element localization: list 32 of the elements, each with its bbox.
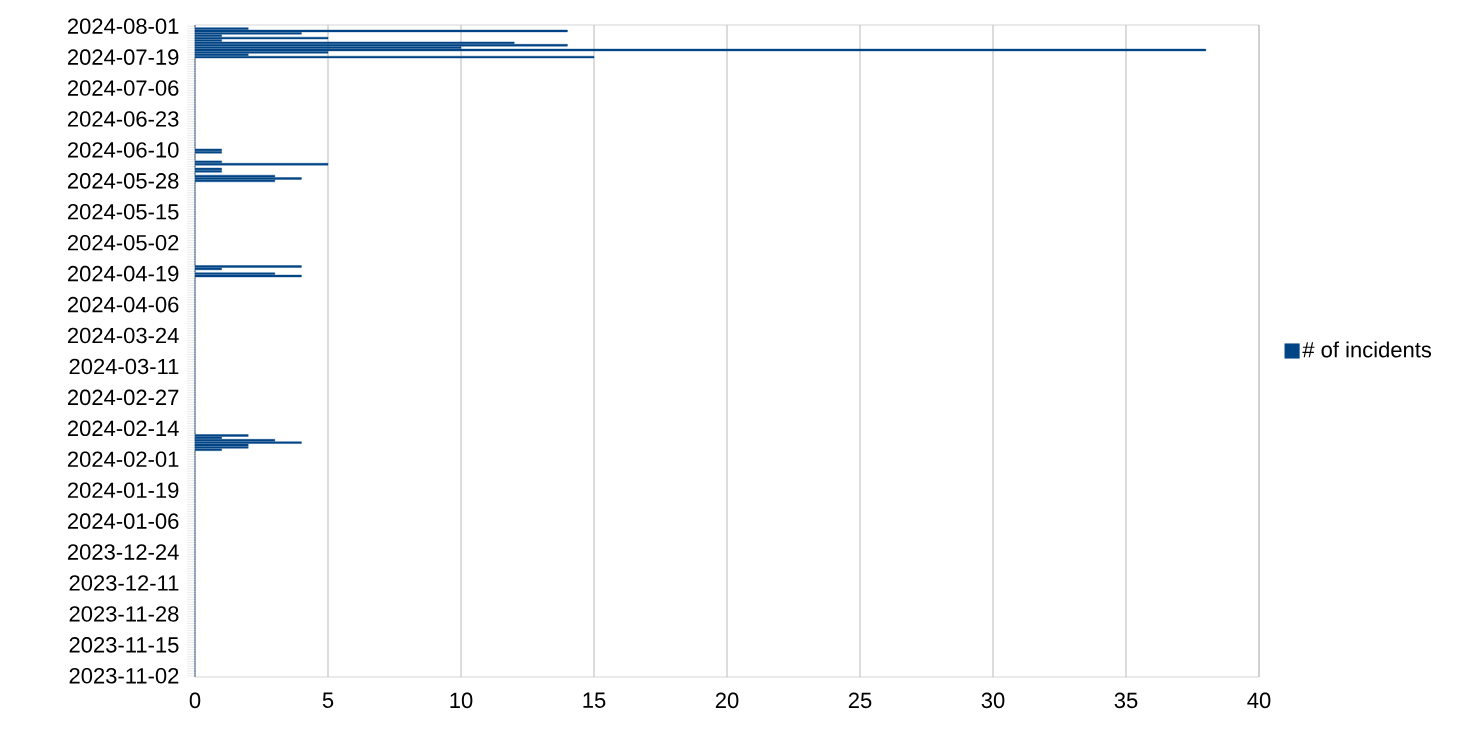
x-tick-label: 30 <box>981 692 1005 709</box>
y-tick-label: 2024-04-06 <box>67 296 179 313</box>
y-tick-label: 2024-02-14 <box>67 420 179 437</box>
y-tick-label: 2024-06-23 <box>67 111 179 127</box>
x-tick-label: 25 <box>848 692 872 709</box>
y-tick-label: 2024-07-06 <box>67 80 179 96</box>
y-tick-label: 2023-12-24 <box>67 544 179 560</box>
y-tick-label: 2024-03-11 <box>69 358 179 375</box>
y-tick-label: 2024-01-19 <box>67 482 179 498</box>
y-tick-label: 2024-02-27 <box>67 389 179 406</box>
y-tick-label: 2023-11-28 <box>69 606 179 622</box>
x-tick-label: 5 <box>322 692 334 708</box>
y-tick-label: 2024-01-06 <box>67 513 179 529</box>
x-tick-label: 20 <box>715 692 739 709</box>
y-tick-label: 2023-11-02 <box>69 668 179 684</box>
legend-label: # of incidents <box>1302 341 1432 358</box>
y-tick-label: 2024-07-19 <box>67 49 179 65</box>
x-tick-label: 0 <box>189 692 201 709</box>
y-tick-label: 2023-11-15 <box>69 637 179 653</box>
x-tick-label: 35 <box>1114 692 1138 709</box>
y-tick-label: 2023-12-11 <box>69 575 179 591</box>
x-tick-label: 15 <box>583 692 606 708</box>
y-tick-label: 2024-08-01 <box>67 18 179 34</box>
y-tick-label: 2024-06-10 <box>67 142 179 158</box>
y-tick-label: 2024-02-01 <box>67 451 179 468</box>
x-tick-label: 40 <box>1247 692 1271 709</box>
y-tick-label: 2024-03-24 <box>67 327 179 344</box>
x-tick-label: 10 <box>450 692 473 709</box>
y-tick-label: 2024-05-02 <box>67 234 179 251</box>
y-tick-label: 2024-05-28 <box>67 173 179 189</box>
y-tick-label: 2024-04-19 <box>67 265 179 282</box>
y-tick-label: 2024-05-15 <box>67 204 179 220</box>
